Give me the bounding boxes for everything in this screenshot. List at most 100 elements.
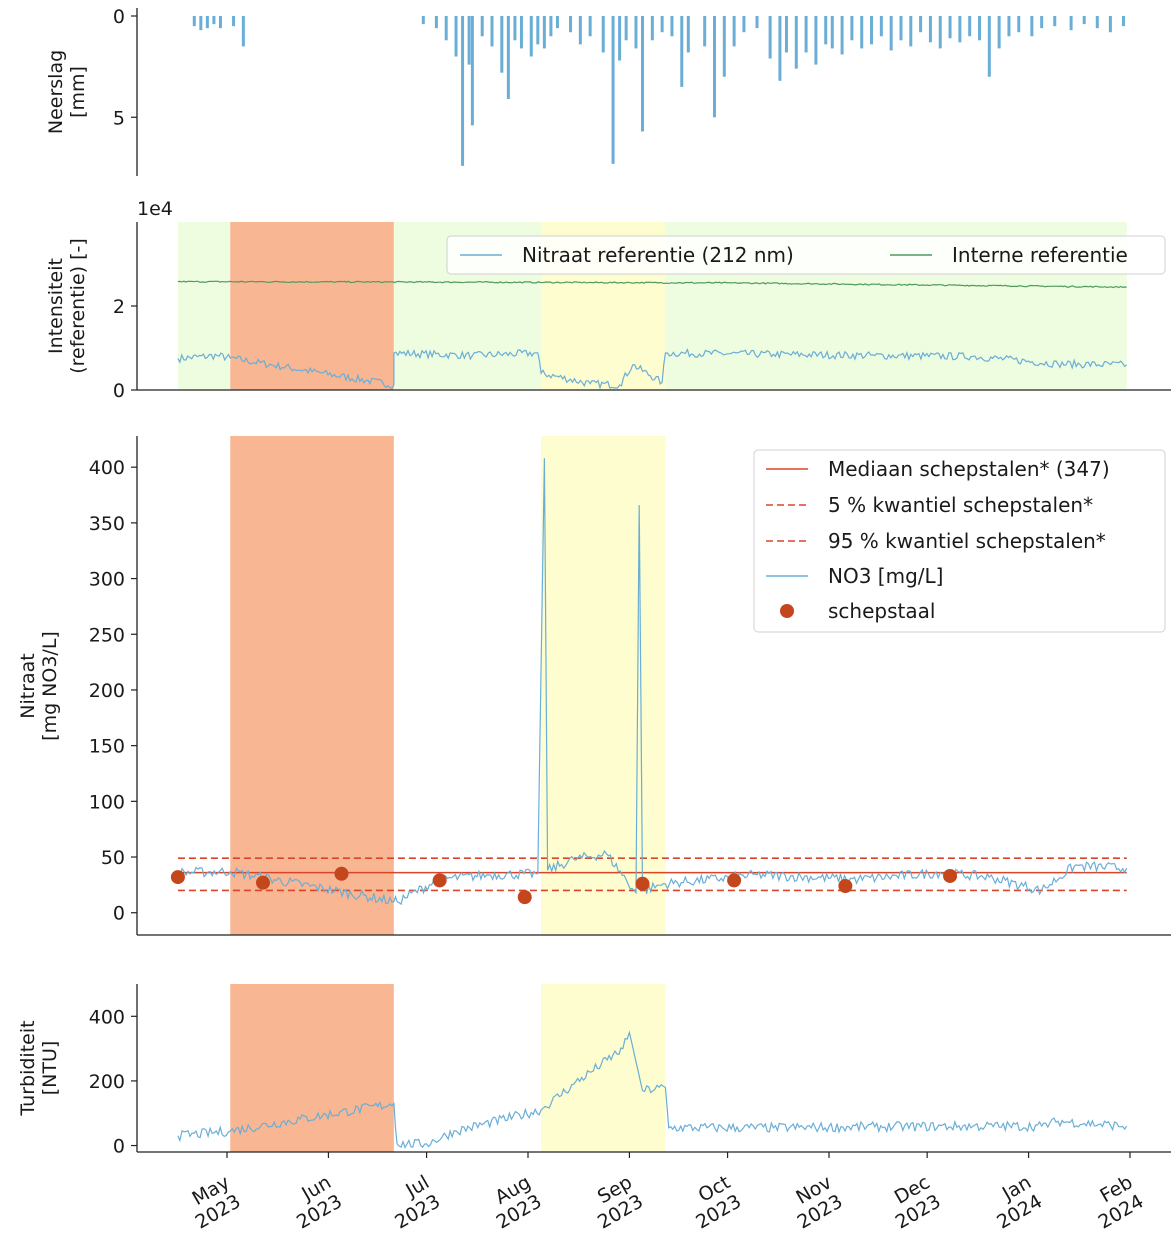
y-tick-label: 150 [89, 736, 125, 758]
y-tick-label: 0 [113, 380, 125, 402]
legend-swatch-schepstaal [780, 604, 794, 618]
y-tick-label: 50 [101, 847, 125, 869]
precip-bar [830, 16, 834, 49]
precip-bar [997, 16, 1001, 49]
precip-bar [778, 16, 782, 81]
precip-bar [794, 16, 798, 69]
precip-bar [755, 16, 759, 29]
precip-bar [444, 16, 448, 41]
sample-point [334, 866, 349, 881]
precip-bar [703, 16, 707, 47]
precip-bar [555, 16, 559, 29]
precip-bar [919, 16, 923, 33]
precip-bar [1082, 16, 1086, 25]
precip-bar [618, 16, 622, 61]
precip-bar [1108, 16, 1112, 33]
precip-bar [909, 16, 913, 47]
precip-bar [732, 16, 736, 47]
precip-bar [218, 16, 222, 29]
status-band [230, 222, 394, 390]
series-line [177, 280, 1127, 289]
precip-bar [513, 16, 517, 41]
legend-label-mediaan: Mediaan schepstalen* (347) [828, 457, 1110, 481]
y-tick-label: 200 [89, 1071, 125, 1093]
legend-label-q5: 5 % kwantiel schepstalen* [828, 493, 1093, 517]
y-tick-label: 250 [89, 624, 125, 646]
precip-bar [670, 16, 674, 37]
panel-intensiteit: 0 2 1e4 Intensiteit (referentie) [-] Nitr… [45, 198, 1171, 402]
sample-point [432, 873, 447, 888]
y-tick-label: 300 [89, 569, 125, 591]
sample-point [943, 868, 958, 883]
precip-bar [650, 16, 654, 41]
neerslag-bars [192, 16, 1125, 166]
status-band [541, 436, 666, 935]
precip-bar [500, 16, 504, 73]
precip-bar [634, 16, 638, 49]
y-tick-label: 400 [89, 457, 125, 479]
precip-bar [461, 16, 465, 166]
precip-bar [948, 16, 952, 39]
turbiditeit-ylabel-2: [NTU] [39, 1041, 61, 1096]
x-tick-label: Nov2023 [783, 1171, 847, 1233]
precip-bar [1121, 16, 1125, 27]
status-band [177, 222, 231, 390]
nitraat-ylabel-2: [mg NO3/L] [39, 631, 61, 741]
precip-bar [536, 16, 540, 45]
turbiditeit-ylabel-1: Turbiditeit [17, 1020, 39, 1116]
precip-bar [978, 16, 981, 41]
precip-bar [814, 16, 818, 65]
precip-bar [987, 16, 991, 77]
intensiteit-ylabel-2: (referentie) [-] [67, 238, 89, 374]
precip-bar [1095, 16, 1099, 29]
sample-point [727, 873, 742, 888]
x-tick-label: Jan2024 [982, 1171, 1046, 1233]
sample-point [517, 890, 532, 905]
precip-bar [480, 16, 484, 37]
precip-bar [434, 16, 438, 29]
intensiteit-ylabel-1: Intensiteit [45, 258, 67, 354]
panel-turbiditeit: 0 200 400 May2023 Jun2023 Jul2023 Aug2023 Sep2… [17, 984, 1171, 1234]
precip-bar [1030, 16, 1034, 37]
precip-bar [212, 16, 216, 25]
y-tick-label: 5 [113, 107, 125, 129]
precip-bar [889, 16, 893, 51]
precip-bar [506, 16, 510, 100]
precip-bar [578, 16, 582, 45]
precip-bar [824, 16, 828, 45]
precip-bar [1007, 16, 1011, 37]
x-tick-label: Sep2023 [583, 1171, 647, 1233]
precip-bar [1053, 16, 1057, 27]
precip-bar [722, 16, 726, 77]
precip-bar [601, 16, 605, 53]
precip-bar [968, 16, 972, 37]
precip-bar [1017, 16, 1021, 33]
precip-bar [1040, 16, 1044, 29]
precip-bar [870, 16, 874, 45]
nitraat-ylabel-1: Nitraat [17, 653, 39, 719]
precip-bar [660, 16, 664, 33]
status-band [541, 984, 666, 1152]
y-tick-label: 0 [113, 6, 125, 28]
x-tick-label: Aug2023 [482, 1171, 546, 1233]
y-tick-label: 350 [89, 513, 125, 535]
precip-bar [928, 16, 932, 43]
precip-bar [421, 16, 425, 25]
series-line [177, 458, 1128, 906]
precip-bar [879, 16, 883, 37]
x-tick-label: Oct2023 [681, 1171, 745, 1233]
precip-bar [490, 16, 494, 47]
precip-bar [611, 16, 615, 164]
precip-bar [470, 16, 474, 126]
precip-bar [641, 16, 645, 132]
y-tick-label: 200 [89, 680, 125, 702]
panel-neerslag: 0 5 Neerslag [mm] [45, 6, 1125, 176]
legend-label-q95: 95 % kwantiel schepstalen* [828, 529, 1106, 553]
precip-bar [850, 16, 854, 41]
precip-bar [192, 16, 196, 27]
precip-bar [860, 16, 864, 49]
y-tick-label: 100 [89, 791, 125, 813]
x-tick-label: Dec2023 [881, 1171, 945, 1233]
legend-label-no3: NO3 [mg/L] [828, 564, 943, 588]
precip-bar [686, 16, 690, 53]
